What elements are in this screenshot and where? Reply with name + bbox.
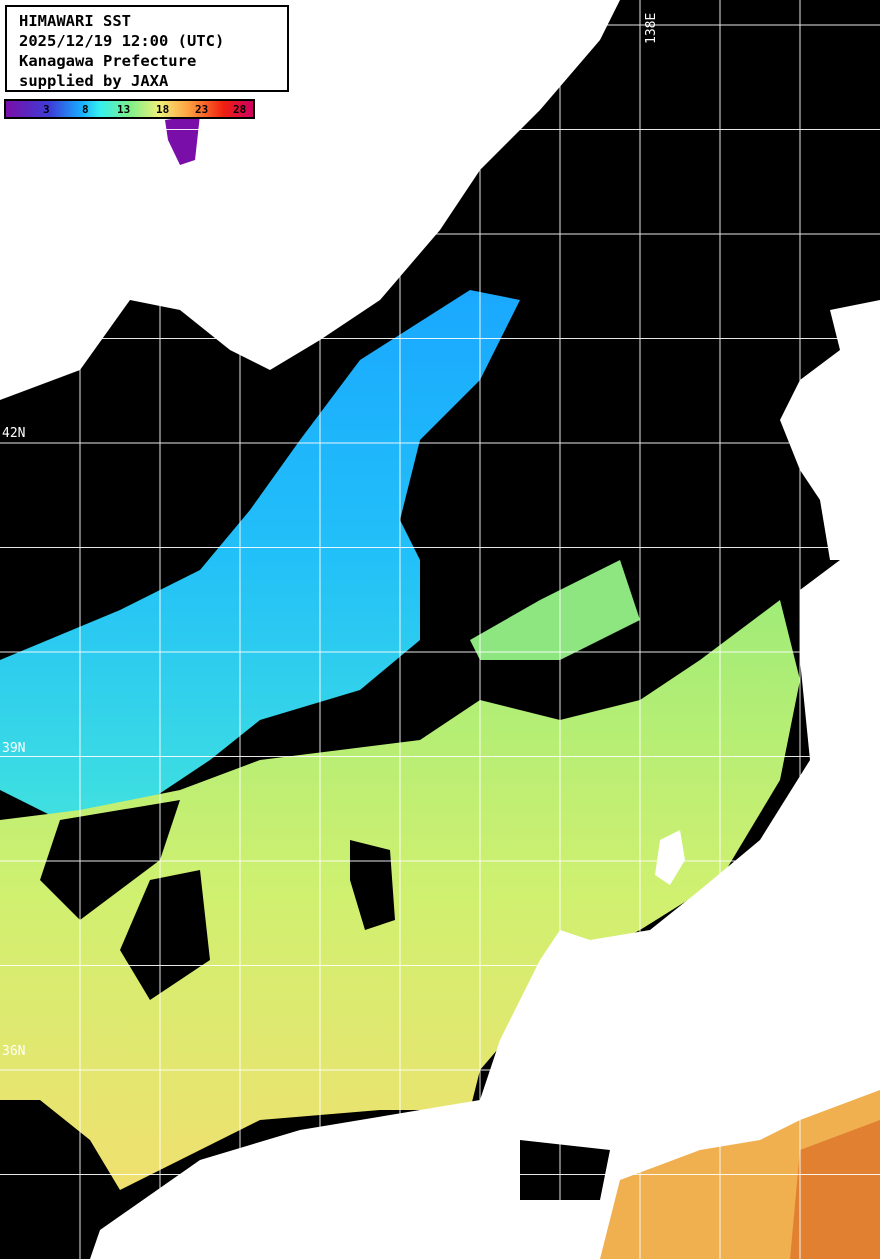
scale-tick: 28 [233, 103, 247, 116]
lat-label-42n: 42N [2, 426, 26, 441]
scale-tick: 8 [82, 103, 89, 116]
lat-label-36n: 36N [2, 1044, 26, 1059]
organization: Kanagawa Prefecture [19, 52, 197, 70]
scale-tick: 23 [195, 103, 209, 116]
lat-label-39n: 39N [2, 741, 26, 756]
title-box: HIMAWARI SST 2025/12/19 12:00 (UTC) Kana… [5, 5, 289, 92]
sst-cold-region [0, 290, 520, 820]
timestamp: 2025/12/19 12:00 (UTC) [19, 32, 225, 50]
color-scale-bar: 3 8 13 18 23 28 [4, 99, 255, 119]
sst-band-mid [470, 560, 640, 660]
map-title: HIMAWARI SST [19, 12, 131, 30]
land-hokkaido [780, 300, 880, 560]
scale-tick: 18 [156, 103, 170, 116]
land-sado [655, 830, 685, 885]
lon-label-138e: 138E [644, 12, 659, 44]
scale-tick: 3 [43, 103, 50, 116]
scale-tick: 13 [117, 103, 131, 116]
credit: supplied by JAXA [19, 72, 169, 90]
land-honshu [90, 540, 880, 1259]
